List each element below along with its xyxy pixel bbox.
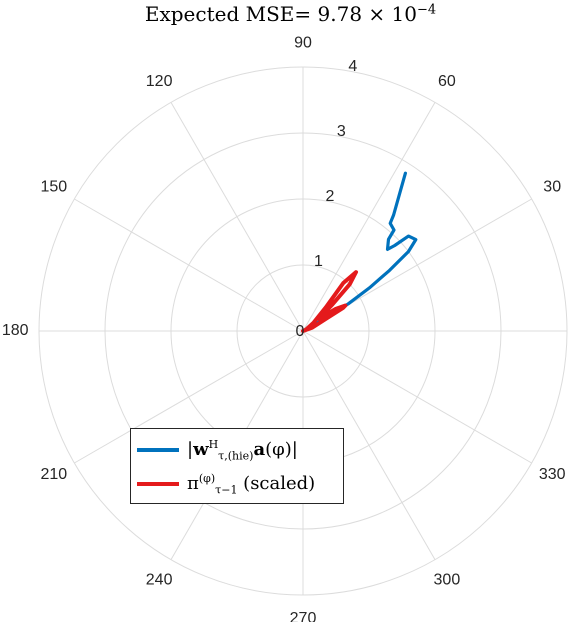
theta-tick-label: 240 [146, 571, 173, 588]
theta-tick-label: 180 [2, 322, 29, 339]
legend-entry-blue: |wHτ,(hie)a(φ)| [137, 433, 298, 467]
r-tick-label: 1 [314, 253, 323, 270]
tick-labels: 030609012015018021024027030033001234 [2, 34, 566, 622]
title-exponent: −4 [416, 2, 437, 18]
theta-tick-label: 270 [290, 610, 317, 622]
theta-tick-label: 60 [438, 73, 456, 90]
grid-spoke-210 [74, 330, 304, 464]
grid-spoke-150 [74, 198, 304, 332]
series-layer [301, 171, 418, 333]
r-tick-label: 2 [325, 188, 334, 205]
series-line-0 [301, 171, 418, 333]
theta-tick-label: 150 [40, 178, 67, 195]
theta-tick-label: 90 [294, 34, 312, 51]
r-tick-label: 4 [348, 58, 357, 75]
grid-spoke-120 [170, 102, 304, 332]
theta-tick-label: 300 [434, 571, 461, 588]
chart-title: Expected MSE= 9.78 × 10−4 [0, 2, 581, 26]
title-text: Expected MSE= 9.78 × 10 [144, 2, 417, 26]
theta-tick-label: 30 [543, 178, 561, 195]
legend-label-blue: |wHτ,(hie)a(φ)| [187, 437, 298, 463]
legend-swatch-blue [137, 448, 179, 452]
legend-label-red: π(φ)τ−1 (scaled) [187, 471, 316, 497]
grid-spoke-300 [302, 330, 436, 560]
grid-spoke-330 [302, 330, 532, 464]
grid-spoke-60 [302, 102, 436, 332]
theta-tick-label: 120 [146, 73, 173, 90]
r-tick-label: 3 [337, 123, 346, 140]
theta-tick-label: 330 [539, 466, 566, 483]
legend-swatch-red [137, 482, 179, 486]
r-tick-label: 0 [296, 323, 305, 340]
legend-entry-red: π(φ)τ−1 (scaled) [137, 467, 315, 501]
series-line-1 [301, 270, 358, 333]
legend: |wHτ,(hie)a(φ)| π(φ)τ−1 (scaled) [130, 428, 344, 504]
theta-tick-label: 210 [40, 466, 67, 483]
